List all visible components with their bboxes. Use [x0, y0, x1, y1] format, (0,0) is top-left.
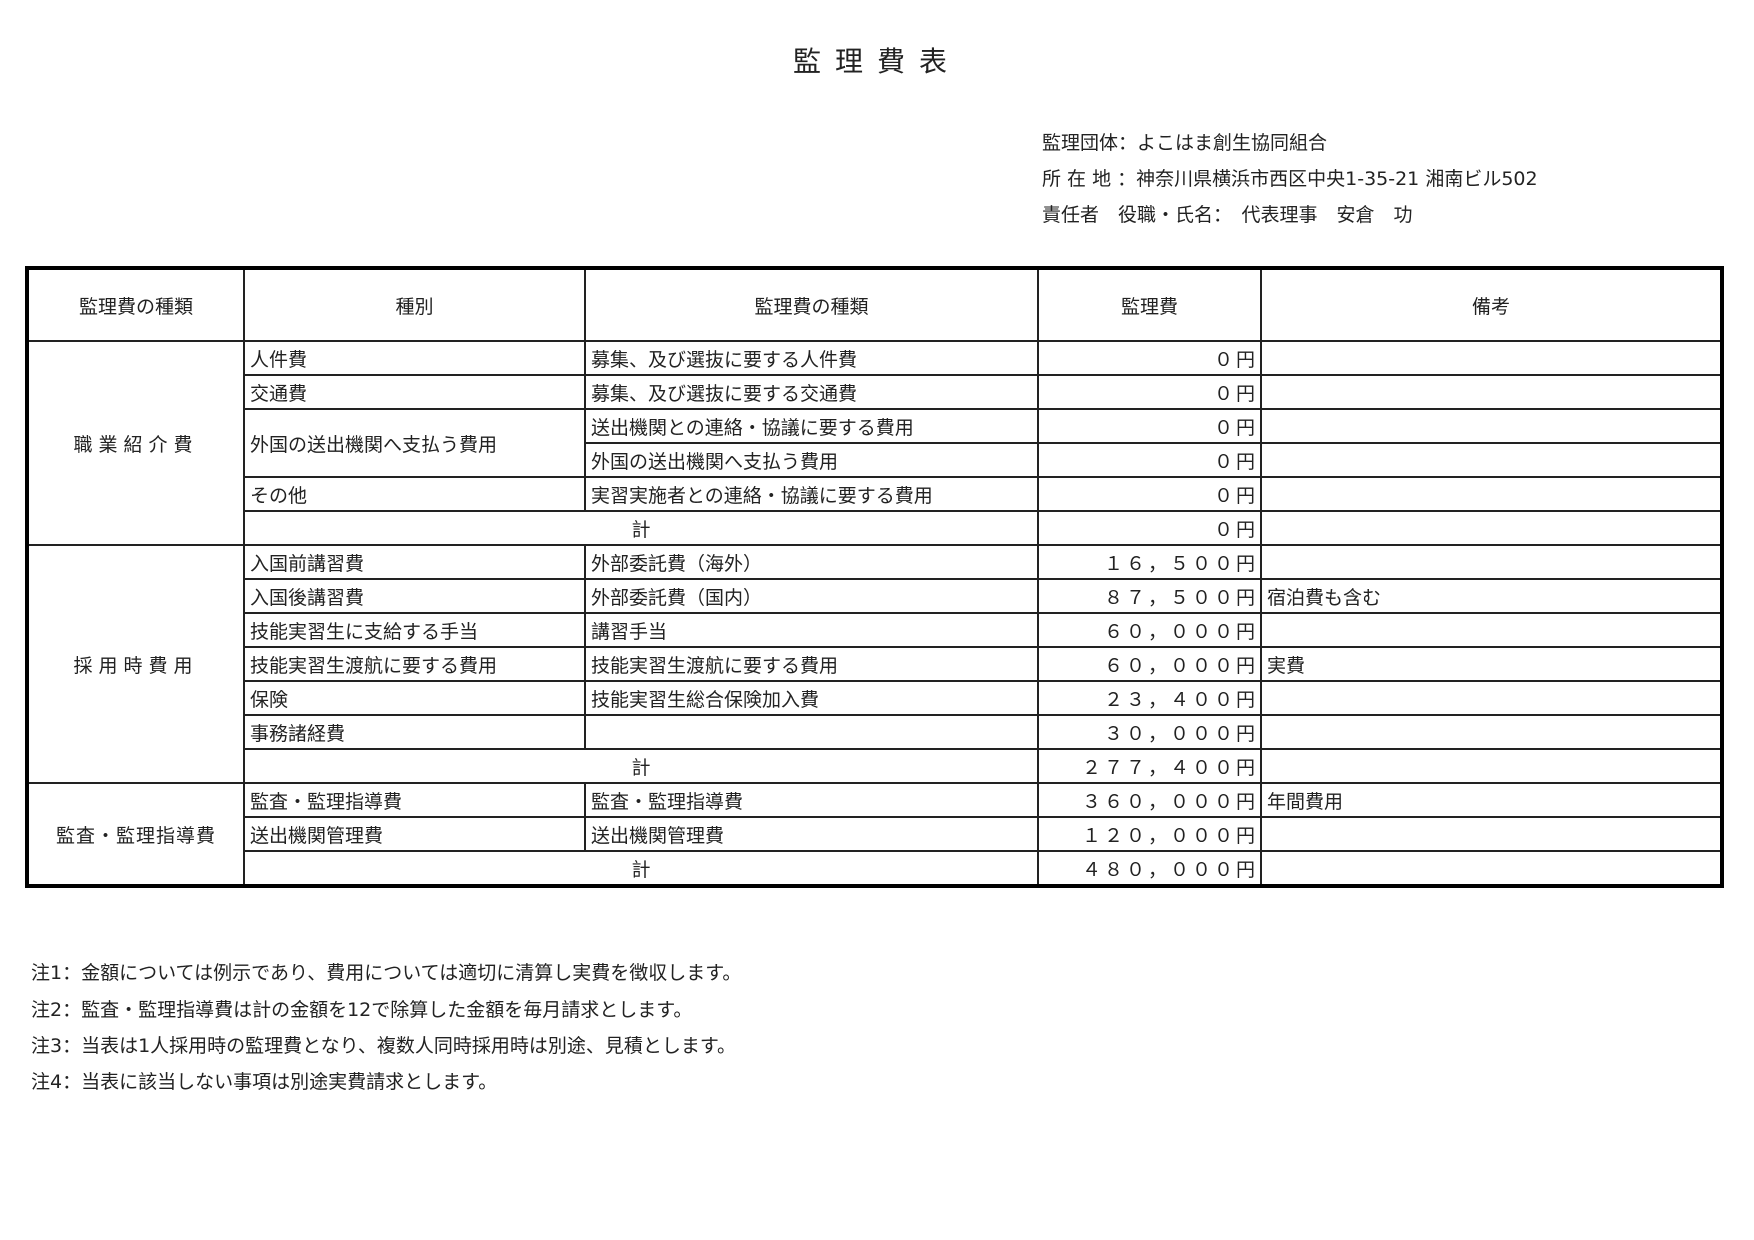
remarks-cell: 宿泊費も含む — [1260, 578, 1723, 614]
remarks-cell — [1260, 476, 1723, 512]
remarks-cell — [1260, 442, 1723, 478]
table-row: その他 実習実施者との連絡・協議に要する費用 ０円 — [27, 476, 1723, 512]
remarks-cell — [1260, 816, 1723, 852]
fee-table: 監理費の種類 種別 監理費の種類 監理費 備考 職業紹介費 人件費 募集、及び選抜に… — [25, 266, 1724, 888]
organization-info: 監理団体：よこはま創生協同組合 — [1042, 132, 1328, 154]
representative-info: 責任者 役職・氏名： 代表理事 安倉 功 — [1042, 204, 1413, 226]
amount-cell: ０円 — [1037, 442, 1262, 478]
type-cell: 交通費 — [243, 374, 586, 410]
subtotal-label: 計 — [243, 748, 1039, 784]
header-amount: 監理費 — [1037, 267, 1262, 342]
detail-cell: 監査・監理指導費 — [584, 782, 1039, 818]
table-row: 外国の送出機関へ支払う費用 ０円 — [27, 442, 1723, 478]
table-row: 事務諸経費 ３０，０００円 — [27, 714, 1723, 750]
detail-cell: 外部委託費（海外） — [584, 544, 1039, 580]
detail-cell: 送出機関管理費 — [584, 816, 1039, 852]
remarks-cell — [1260, 340, 1723, 376]
amount-cell: ６０，０００円 — [1037, 612, 1262, 648]
table-row: 送出機関管理費 送出機関管理費 １２０，０００円 — [27, 816, 1723, 852]
detail-cell: 技能実習生渡航に要する費用 — [584, 646, 1039, 682]
remarks-cell — [1260, 544, 1723, 580]
table-header-row: 監理費の種類 種別 監理費の種類 監理費 備考 — [26, 267, 1723, 342]
detail-cell: 送出機関との連絡・協議に要する費用 — [584, 408, 1039, 444]
type-cell: 送出機関管理費 — [243, 816, 586, 852]
amount-cell: １２０，０００円 — [1037, 816, 1262, 852]
table-row: 職業紹介費 人件費 募集、及び選抜に要する人件費 ０円 — [26, 340, 1723, 546]
amount-cell: ０円 — [1037, 408, 1262, 444]
amount-cell: １６，５００円 — [1037, 544, 1262, 580]
detail-cell — [584, 714, 1039, 750]
table-row: 交通費 募集、及び選抜に要する交通費 ０円 — [27, 374, 1723, 410]
subtotal-amount: ２７７，４００円 — [1037, 748, 1262, 784]
page-title: 監理費表 — [792, 45, 961, 78]
note-1: 注1：金額については例示であり、費用については適切に清算し実費を徴収します。 — [31, 962, 742, 984]
remarks-cell: 年間費用 — [1260, 782, 1723, 818]
subtotal-remarks — [1260, 850, 1723, 887]
note-2: 注2：監査・監理指導費は計の金額を12で除算した金額を毎月請求とします。 — [31, 999, 693, 1021]
remarks-cell — [1260, 408, 1723, 444]
detail-cell: 外部委託費（国内） — [584, 578, 1039, 614]
category-cell: 監査・監理指導費 — [26, 782, 245, 887]
table-row: 外国の送出機関へ支払う費用 送出機関との連絡・協議に要する費用 ０円 — [27, 408, 1723, 478]
detail-cell: 技能実習生総合保険加入費 — [584, 680, 1039, 716]
header-detail: 監理費の種類 — [584, 267, 1039, 342]
detail-cell: 募集、及び選抜に要する人件費 — [584, 340, 1039, 376]
table-row: 保険 技能実習生総合保険加入費 ２３，４００円 — [27, 680, 1723, 716]
category-cell: 採用時費用 — [26, 544, 245, 784]
type-cell: 技能実習生に支給する手当 — [243, 612, 586, 648]
amount-cell: ８７，５００円 — [1037, 578, 1262, 614]
type-cell: 監査・監理指導費 — [243, 782, 586, 818]
remarks-cell — [1260, 680, 1723, 716]
amount-cell: ３０，０００円 — [1037, 714, 1262, 750]
subtotal-label: 計 — [243, 850, 1039, 887]
note-4: 注4：当表に該当しない事項は別途実費請求とします。 — [31, 1071, 498, 1093]
remarks-cell: 実費 — [1260, 646, 1723, 682]
remarks-cell — [1260, 612, 1723, 648]
detail-cell: 講習手当 — [584, 612, 1039, 648]
type-cell: 入国前講習費 — [243, 544, 586, 580]
detail-cell: 実習実施者との連絡・協議に要する費用 — [584, 476, 1039, 512]
table-row: 技能実習生渡航に要する費用 技能実習生渡航に要する費用 ６０，０００円 実費 — [27, 646, 1723, 682]
type-cell: 事務諸経費 — [243, 714, 586, 750]
detail-cell: 外国の送出機関へ支払う費用 — [584, 442, 1039, 478]
type-cell: 人件費 — [243, 340, 586, 376]
detail-cell: 募集、及び選抜に要する交通費 — [584, 374, 1039, 410]
type-cell: 保険 — [243, 680, 586, 716]
amount-cell: ０円 — [1037, 340, 1262, 376]
header-category: 監理費の種類 — [26, 267, 245, 342]
subtotal-remarks — [1260, 510, 1723, 546]
subtotal-label: 計 — [243, 510, 1039, 546]
type-cell: 外国の送出機関へ支払う費用 — [243, 408, 586, 478]
subtotal-row: 計 ０円 — [27, 510, 1723, 546]
type-cell: 技能実習生渡航に要する費用 — [243, 646, 586, 682]
category-cell: 職業紹介費 — [26, 340, 245, 546]
subtotal-amount: ０円 — [1037, 510, 1262, 546]
type-cell: 入国後講習費 — [243, 578, 586, 614]
remarks-cell — [1260, 714, 1723, 750]
table-row: 入国後講習費 外部委託費（国内） ８７，５００円 宿泊費も含む — [27, 578, 1723, 614]
subtotal-row: 計 ２７７，４００円 — [27, 748, 1723, 784]
table-row: 監査・監理指導費 監査・監理指導費 監査・監理指導費 ３６０，０００円 年間費用 — [26, 782, 1723, 887]
type-cell: その他 — [243, 476, 586, 512]
subtotal-remarks — [1260, 748, 1723, 784]
remarks-cell — [1260, 374, 1723, 410]
header-type: 種別 — [243, 267, 586, 342]
amount-cell: ０円 — [1037, 476, 1262, 512]
amount-cell: ２３，４００円 — [1037, 680, 1262, 716]
amount-cell: ０円 — [1037, 374, 1262, 410]
amount-cell: ３６０，０００円 — [1037, 782, 1262, 818]
amount-cell: ６０，０００円 — [1037, 646, 1262, 682]
header-remarks: 備考 — [1260, 267, 1723, 342]
table-row: 技能実習生に支給する手当 講習手当 ６０，０００円 — [27, 612, 1723, 648]
address-info: 所 在 地 ：神奈川県横浜市西区中央1-35-21 湘南ビル502 — [1042, 168, 1538, 190]
table-row: 採用時費用 入国前講習費 外部委託費（海外） １６，５００円 — [26, 544, 1723, 784]
subtotal-amount: ４８０，０００円 — [1037, 850, 1262, 887]
note-3: 注3：当表は1人採用時の監理費となり、複数人同時採用時は別途、見積とします。 — [31, 1035, 736, 1057]
subtotal-row: 計 ４８０，０００円 — [27, 850, 1723, 887]
